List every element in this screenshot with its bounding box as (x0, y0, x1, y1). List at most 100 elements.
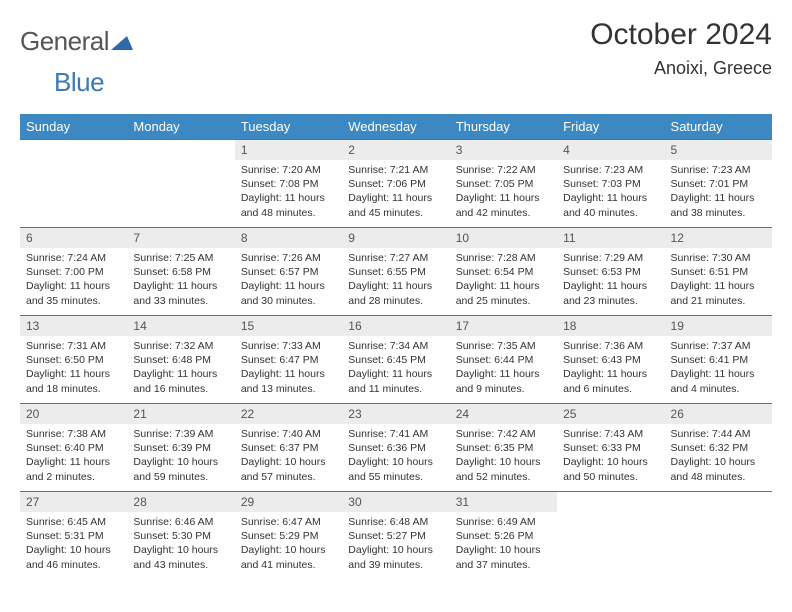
day-number: 27 (20, 492, 127, 512)
sunset-line: Sunset: 5:31 PM (26, 530, 104, 542)
sunset-line: Sunset: 5:29 PM (241, 530, 319, 542)
day-number: 3 (450, 140, 557, 160)
day-number: 19 (665, 316, 772, 336)
logo-triangle-icon (111, 26, 133, 57)
day-number: 31 (450, 492, 557, 512)
day-number: 18 (557, 316, 664, 336)
day-body: Sunrise: 7:32 AMSunset: 6:48 PMDaylight:… (127, 336, 234, 400)
sunrise-line: Sunrise: 6:49 AM (456, 516, 536, 528)
day-body: Sunrise: 7:37 AMSunset: 6:41 PMDaylight:… (665, 336, 772, 400)
sunset-line: Sunset: 7:06 PM (348, 178, 426, 190)
day-body: Sunrise: 7:27 AMSunset: 6:55 PMDaylight:… (342, 248, 449, 312)
sunrise-line: Sunrise: 7:22 AM (456, 164, 536, 176)
weekday-header: Sunday (20, 114, 127, 140)
sunset-line: Sunset: 6:41 PM (671, 354, 749, 366)
calendar-row: 6Sunrise: 7:24 AMSunset: 7:00 PMDaylight… (20, 228, 772, 316)
day-cell: 8Sunrise: 7:26 AMSunset: 6:57 PMDaylight… (235, 228, 342, 316)
sunrise-line: Sunrise: 7:34 AM (348, 340, 428, 352)
sunset-line: Sunset: 6:47 PM (241, 354, 319, 366)
daylight-line: Daylight: 10 hours and 48 minutes. (671, 456, 756, 482)
day-number: 15 (235, 316, 342, 336)
sunrise-line: Sunrise: 7:43 AM (563, 428, 643, 440)
day-cell: 7Sunrise: 7:25 AMSunset: 6:58 PMDaylight… (127, 228, 234, 316)
daylight-line: Daylight: 11 hours and 6 minutes. (563, 368, 647, 394)
sunrise-line: Sunrise: 7:41 AM (348, 428, 428, 440)
empty-cell (557, 492, 664, 580)
daylight-line: Daylight: 11 hours and 16 minutes. (133, 368, 217, 394)
sunrise-line: Sunrise: 7:25 AM (133, 252, 213, 264)
sunset-line: Sunset: 6:54 PM (456, 266, 534, 278)
sunrise-line: Sunrise: 7:30 AM (671, 252, 751, 264)
day-number: 22 (235, 404, 342, 424)
sunrise-line: Sunrise: 7:24 AM (26, 252, 106, 264)
daylight-line: Daylight: 11 hours and 9 minutes. (456, 368, 540, 394)
sunset-line: Sunset: 6:40 PM (26, 442, 104, 454)
day-cell: 14Sunrise: 7:32 AMSunset: 6:48 PMDayligh… (127, 316, 234, 404)
calendar-row: 1Sunrise: 7:20 AMSunset: 7:08 PMDaylight… (20, 140, 772, 228)
sunrise-line: Sunrise: 7:23 AM (671, 164, 751, 176)
day-body: Sunrise: 7:43 AMSunset: 6:33 PMDaylight:… (557, 424, 664, 488)
day-number: 28 (127, 492, 234, 512)
day-cell: 17Sunrise: 7:35 AMSunset: 6:44 PMDayligh… (450, 316, 557, 404)
daylight-line: Daylight: 11 hours and 28 minutes. (348, 280, 432, 306)
day-body: Sunrise: 7:42 AMSunset: 6:35 PMDaylight:… (450, 424, 557, 488)
day-body: Sunrise: 7:20 AMSunset: 7:08 PMDaylight:… (235, 160, 342, 224)
calendar-row: 27Sunrise: 6:45 AMSunset: 5:31 PMDayligh… (20, 492, 772, 580)
weekday-header: Wednesday (342, 114, 449, 140)
day-cell: 25Sunrise: 7:43 AMSunset: 6:33 PMDayligh… (557, 404, 664, 492)
day-cell: 13Sunrise: 7:31 AMSunset: 6:50 PMDayligh… (20, 316, 127, 404)
daylight-line: Daylight: 11 hours and 33 minutes. (133, 280, 217, 306)
sunrise-line: Sunrise: 7:35 AM (456, 340, 536, 352)
daylight-line: Daylight: 10 hours and 55 minutes. (348, 456, 433, 482)
day-cell: 26Sunrise: 7:44 AMSunset: 6:32 PMDayligh… (665, 404, 772, 492)
sunset-line: Sunset: 6:37 PM (241, 442, 319, 454)
sunrise-line: Sunrise: 7:39 AM (133, 428, 213, 440)
day-cell: 29Sunrise: 6:47 AMSunset: 5:29 PMDayligh… (235, 492, 342, 580)
day-cell: 11Sunrise: 7:29 AMSunset: 6:53 PMDayligh… (557, 228, 664, 316)
sunrise-line: Sunrise: 7:38 AM (26, 428, 106, 440)
day-body: Sunrise: 6:49 AMSunset: 5:26 PMDaylight:… (450, 512, 557, 576)
day-number: 14 (127, 316, 234, 336)
calendar-body: 1Sunrise: 7:20 AMSunset: 7:08 PMDaylight… (20, 140, 772, 580)
day-cell: 28Sunrise: 6:46 AMSunset: 5:30 PMDayligh… (127, 492, 234, 580)
daylight-line: Daylight: 11 hours and 48 minutes. (241, 192, 325, 218)
day-number: 29 (235, 492, 342, 512)
day-number: 16 (342, 316, 449, 336)
day-body: Sunrise: 7:34 AMSunset: 6:45 PMDaylight:… (342, 336, 449, 400)
sunset-line: Sunset: 7:01 PM (671, 178, 749, 190)
day-body: Sunrise: 6:47 AMSunset: 5:29 PMDaylight:… (235, 512, 342, 576)
daylight-line: Daylight: 10 hours and 46 minutes. (26, 544, 111, 570)
day-number: 12 (665, 228, 772, 248)
sunset-line: Sunset: 6:57 PM (241, 266, 319, 278)
day-body: Sunrise: 7:38 AMSunset: 6:40 PMDaylight:… (20, 424, 127, 488)
day-cell: 23Sunrise: 7:41 AMSunset: 6:36 PMDayligh… (342, 404, 449, 492)
sunset-line: Sunset: 6:50 PM (26, 354, 104, 366)
day-cell: 30Sunrise: 6:48 AMSunset: 5:27 PMDayligh… (342, 492, 449, 580)
day-number: 8 (235, 228, 342, 248)
day-cell: 18Sunrise: 7:36 AMSunset: 6:43 PMDayligh… (557, 316, 664, 404)
day-number: 9 (342, 228, 449, 248)
sunset-line: Sunset: 6:53 PM (563, 266, 641, 278)
day-body: Sunrise: 7:21 AMSunset: 7:06 PMDaylight:… (342, 160, 449, 224)
day-number: 25 (557, 404, 664, 424)
weekday-header: Tuesday (235, 114, 342, 140)
day-body: Sunrise: 7:24 AMSunset: 7:00 PMDaylight:… (20, 248, 127, 312)
day-number: 10 (450, 228, 557, 248)
sunset-line: Sunset: 7:03 PM (563, 178, 641, 190)
day-cell: 1Sunrise: 7:20 AMSunset: 7:08 PMDaylight… (235, 140, 342, 228)
sunset-line: Sunset: 7:08 PM (241, 178, 319, 190)
day-body: Sunrise: 7:29 AMSunset: 6:53 PMDaylight:… (557, 248, 664, 312)
sunset-line: Sunset: 7:00 PM (26, 266, 104, 278)
logo-text-blue: Blue (54, 67, 104, 97)
day-cell: 2Sunrise: 7:21 AMSunset: 7:06 PMDaylight… (342, 140, 449, 228)
empty-cell (20, 140, 127, 228)
sunset-line: Sunset: 6:55 PM (348, 266, 426, 278)
day-body: Sunrise: 7:33 AMSunset: 6:47 PMDaylight:… (235, 336, 342, 400)
daylight-line: Daylight: 11 hours and 13 minutes. (241, 368, 325, 394)
day-cell: 9Sunrise: 7:27 AMSunset: 6:55 PMDaylight… (342, 228, 449, 316)
day-body: Sunrise: 7:31 AMSunset: 6:50 PMDaylight:… (20, 336, 127, 400)
sunrise-line: Sunrise: 7:21 AM (348, 164, 428, 176)
day-body: Sunrise: 7:23 AMSunset: 7:01 PMDaylight:… (665, 160, 772, 224)
day-cell: 31Sunrise: 6:49 AMSunset: 5:26 PMDayligh… (450, 492, 557, 580)
sunrise-line: Sunrise: 7:37 AM (671, 340, 751, 352)
